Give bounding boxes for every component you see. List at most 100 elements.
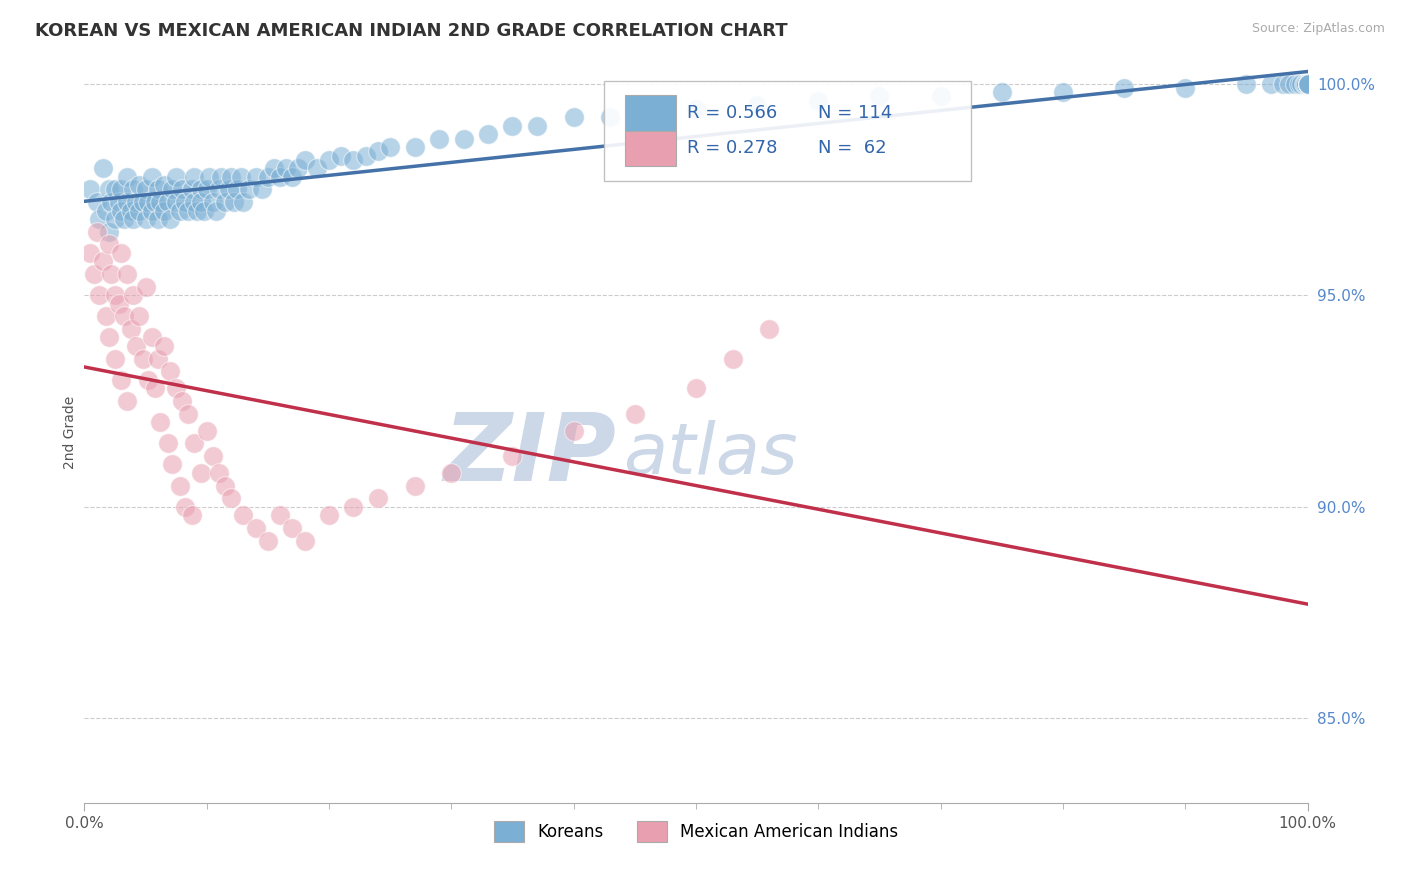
Point	[120, 203, 142, 218]
FancyBboxPatch shape	[626, 130, 676, 166]
Point	[526, 119, 548, 133]
Point	[281, 521, 304, 535]
Point	[110, 203, 132, 218]
Point	[195, 182, 218, 196]
Point	[91, 161, 114, 176]
Point	[276, 161, 298, 176]
Point	[257, 169, 280, 184]
Point	[136, 195, 159, 210]
Point	[208, 466, 231, 480]
Point	[229, 169, 252, 184]
Point	[135, 211, 157, 226]
Point	[232, 508, 254, 522]
Point	[1284, 77, 1306, 91]
Legend: Koreans, Mexican American Indians: Koreans, Mexican American Indians	[485, 813, 907, 850]
Point	[1114, 80, 1136, 95]
Point	[141, 203, 163, 218]
Point	[83, 267, 105, 281]
Point	[1296, 77, 1319, 91]
Point	[232, 195, 254, 210]
Point	[128, 203, 150, 218]
Point	[477, 128, 499, 142]
Point	[269, 169, 291, 184]
Point	[342, 153, 364, 167]
Point	[96, 310, 118, 324]
Point	[190, 195, 212, 210]
Point	[1272, 77, 1295, 91]
Point	[135, 279, 157, 293]
Point	[263, 161, 285, 176]
Y-axis label: 2nd Grade: 2nd Grade	[63, 396, 77, 469]
Point	[128, 178, 150, 193]
Point	[165, 169, 187, 184]
Point	[636, 106, 658, 120]
FancyBboxPatch shape	[605, 81, 972, 181]
Point	[107, 195, 129, 210]
Point	[125, 195, 148, 210]
Point	[599, 111, 621, 125]
Point	[190, 466, 212, 480]
Point	[97, 237, 120, 252]
Point	[562, 111, 585, 125]
Point	[624, 407, 647, 421]
Point	[132, 351, 155, 366]
Point	[143, 195, 166, 210]
Point	[1296, 77, 1319, 91]
Point	[183, 195, 205, 210]
Point	[177, 407, 200, 421]
Point	[87, 211, 110, 226]
Point	[219, 491, 242, 506]
Point	[198, 169, 221, 184]
Point	[79, 182, 101, 196]
Point	[562, 424, 585, 438]
Point	[149, 195, 172, 210]
Point	[165, 195, 187, 210]
Point	[169, 478, 191, 492]
Point	[294, 533, 316, 548]
Point	[929, 89, 952, 103]
Point	[104, 288, 127, 302]
Point	[1174, 80, 1197, 95]
Point	[330, 148, 353, 162]
Point	[869, 89, 891, 103]
Point	[96, 203, 118, 218]
Point	[214, 478, 236, 492]
Point	[100, 195, 122, 210]
Point	[165, 381, 187, 395]
FancyBboxPatch shape	[626, 95, 676, 130]
Point	[122, 182, 145, 196]
Point	[177, 203, 200, 218]
Point	[1295, 77, 1317, 91]
Point	[107, 296, 129, 310]
Point	[172, 182, 194, 196]
Point	[404, 478, 426, 492]
Point	[104, 211, 127, 226]
Point	[91, 254, 114, 268]
Point	[149, 415, 172, 429]
Point	[214, 195, 236, 210]
Point	[128, 310, 150, 324]
Point	[1260, 77, 1282, 91]
Point	[1296, 77, 1319, 91]
Point	[208, 182, 231, 196]
Point	[173, 195, 195, 210]
Point	[226, 182, 249, 196]
Point	[453, 131, 475, 145]
Point	[172, 393, 194, 408]
Point	[162, 182, 184, 196]
Point	[287, 161, 309, 176]
Point	[257, 533, 280, 548]
Point	[1288, 77, 1310, 91]
Point	[201, 195, 224, 210]
Point	[122, 211, 145, 226]
Point	[181, 182, 204, 196]
Point	[318, 508, 340, 522]
Point	[367, 491, 389, 506]
Point	[1296, 77, 1319, 91]
Point	[146, 182, 169, 196]
Point	[758, 322, 780, 336]
Point	[97, 330, 120, 344]
Text: atlas: atlas	[623, 420, 797, 490]
Point	[181, 508, 204, 522]
Point	[190, 182, 212, 196]
